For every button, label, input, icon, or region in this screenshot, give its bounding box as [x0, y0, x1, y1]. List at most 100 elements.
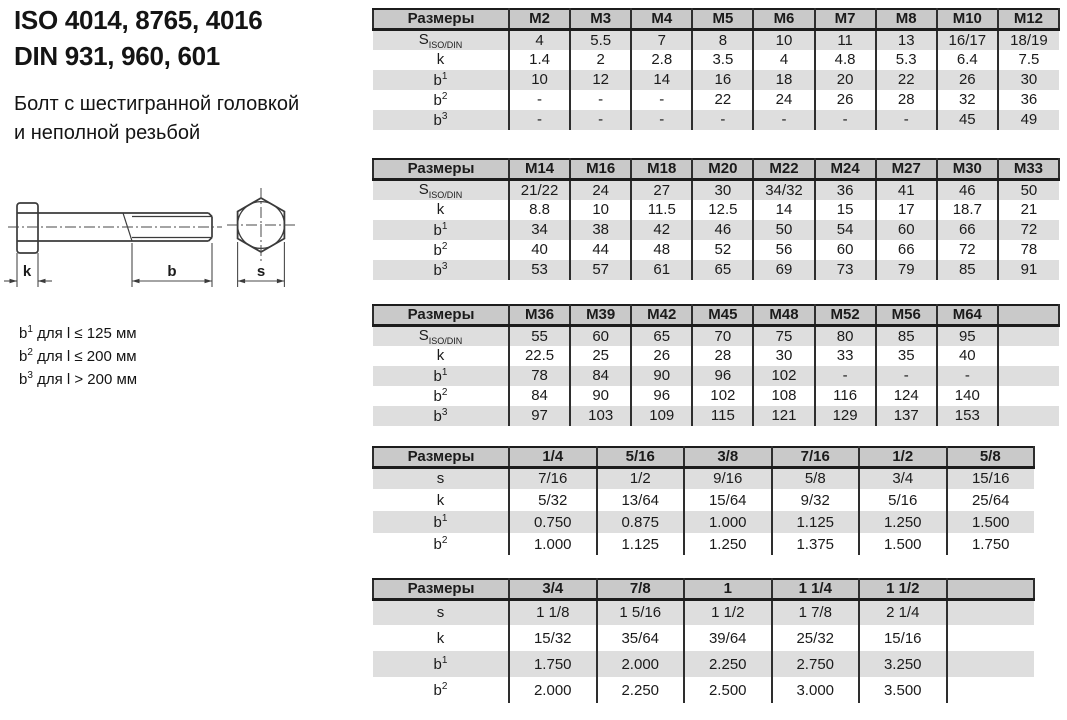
table-row: b2 84 90 96 102 108 116 124 140 — [373, 385, 1059, 406]
column-header: 5/8 — [946, 446, 1035, 469]
dim-value: 2 1/4 — [859, 599, 948, 625]
dim-table-metric-m36-m64: Размеры M36 M39 M42 M45 M48 M52 M56 M64 SISO/DIN 5… — [372, 304, 1061, 426]
dim-value: 96 — [692, 365, 755, 386]
column-header: 1 1/4 — [771, 578, 860, 601]
table-metric-m2-m12: Размеры M2 M3 M4 M5 M6 M7 M8 M10 M12 SISO/DIN 4 5.5 7… — [372, 8, 1061, 130]
dim-value: 25 — [570, 345, 633, 366]
dim-value: 18/19 — [1010, 31, 1048, 49]
dim-value: 42 — [631, 219, 694, 240]
note-b3-base: b — [19, 371, 28, 388]
table-row: b1 0.750 0.875 1.000 1.125 1.250 1.500 — [373, 511, 1034, 533]
dim-value: 52 — [692, 239, 755, 260]
dim-value: 9/16 — [684, 467, 773, 489]
dim-value: 95 — [936, 325, 999, 346]
dimension-k — [4, 253, 52, 287]
dim-value: 20 — [814, 69, 877, 90]
dim-label-b: b — [167, 263, 176, 280]
row-label: b2 — [373, 239, 510, 260]
b-arrow-left — [132, 278, 140, 284]
dim-value: - — [814, 365, 877, 386]
dim-value: 40 — [509, 239, 572, 260]
dim-value: 72 — [1020, 221, 1038, 238]
row-label: b3 — [373, 259, 510, 280]
dim-value: 109 — [631, 405, 694, 426]
dim-value: 79 — [875, 259, 938, 280]
column-header: M12 — [997, 8, 1061, 31]
row-label: SISO/DIN — [373, 29, 510, 50]
dim-value: - — [936, 365, 999, 386]
dim-value: 14 — [631, 69, 694, 90]
dim-value: 15/16 — [859, 625, 948, 651]
dim-value: 12 — [570, 69, 633, 90]
dim-value: 2.500 — [684, 677, 773, 703]
dim-value: 22 — [875, 69, 938, 90]
dim-value: 2.250 — [684, 651, 773, 677]
dim-value: - — [814, 109, 877, 130]
note-b2-sup: 2 — [27, 347, 33, 358]
dim-value: 10 — [570, 199, 633, 220]
row-label: k — [373, 489, 510, 511]
dim-value: 85 — [875, 325, 938, 346]
table-metric-m14-m33: Размеры M14 M16 M18 M20 M22 M24 M27 M30 M33 SISO/D… — [372, 158, 1061, 280]
dim-value: 3.500 — [859, 677, 948, 703]
note-b3-sup: 3 — [27, 370, 33, 381]
dim-value: 16/17 — [936, 29, 999, 50]
dim-value — [947, 625, 1035, 651]
dim-value: 18.7 — [936, 199, 999, 220]
dim-value: 72 — [936, 239, 999, 260]
dim-value: 16 — [692, 69, 755, 90]
column-header: M27 — [875, 158, 938, 181]
dim-value: 1.000 — [684, 511, 773, 533]
dim-value: 108 — [753, 385, 816, 406]
row-label: b2 — [373, 385, 510, 406]
k-arrow-right — [38, 278, 46, 284]
dim-value: 28 — [875, 89, 938, 110]
column-header: M16 — [570, 158, 633, 181]
table-metric-m36-m64: Размеры M36 M39 M42 M45 M48 M52 M56 M64 SISO/DIN 5… — [372, 304, 1061, 426]
column-header: M4 — [631, 8, 694, 31]
dim-value: 91 — [1020, 261, 1038, 278]
dim-value: 102 — [692, 385, 755, 406]
column-header: 7/8 — [596, 578, 685, 601]
column-header: 1/2 — [859, 446, 948, 469]
dim-value: 84 — [570, 365, 633, 386]
dim-value: 44 — [570, 239, 633, 260]
dim-value: 70 — [692, 325, 755, 346]
dim-value: 1.250 — [684, 533, 773, 555]
dim-value: 21/22 — [509, 179, 572, 200]
note-b1-base: b — [19, 325, 28, 342]
table-row: b2 2.000 2.250 2.500 3.000 3.500 — [373, 677, 1034, 703]
table-row: b2- - -22 24 26 28 32 36 — [373, 89, 1059, 110]
dim-value: 5.5 — [570, 29, 633, 50]
dim-value: 57 — [570, 259, 633, 280]
dim-value: 13/64 — [596, 489, 685, 511]
table-row: b1 10 12 14 16 18 20 22 26 30 — [373, 69, 1059, 90]
dim-label-k: k — [23, 263, 32, 280]
dim-value: 78 — [1020, 241, 1038, 258]
column-header: M33 — [997, 158, 1061, 181]
dim-value: - — [631, 109, 694, 130]
dim-value: 10 — [509, 69, 572, 90]
bolt-side-view — [16, 202, 213, 254]
column-header: 3/8 — [684, 446, 773, 469]
dim-value: - — [570, 109, 633, 130]
dim-value: 38 — [570, 219, 633, 240]
dim-value: 3/4 — [859, 467, 948, 489]
column-header — [946, 578, 1035, 601]
bolt-drawing-svg: k b s — [4, 188, 297, 287]
dim-value: 73 — [814, 259, 877, 280]
dim-value: 33 — [814, 345, 877, 366]
dim-value: 78 — [509, 365, 572, 386]
dim-value: 0.750 — [509, 511, 598, 533]
table-row: SISO/DIN 55 60 65 70 75 80 85 95 — [373, 325, 1059, 346]
dim-value: 1.125 — [596, 533, 685, 555]
column-header: M20 — [692, 158, 755, 181]
dim-value: 65 — [692, 259, 755, 280]
dim-value: 1.250 — [859, 511, 948, 533]
table-row: b1 34 38 42 46 50 54 60 66 72 — [373, 219, 1059, 240]
row-label: b1 — [373, 651, 510, 677]
dim-value: 69 — [753, 259, 816, 280]
column-header: M18 — [631, 158, 694, 181]
dim-value: 22 — [692, 89, 755, 110]
dim-value: 153 — [936, 405, 999, 426]
